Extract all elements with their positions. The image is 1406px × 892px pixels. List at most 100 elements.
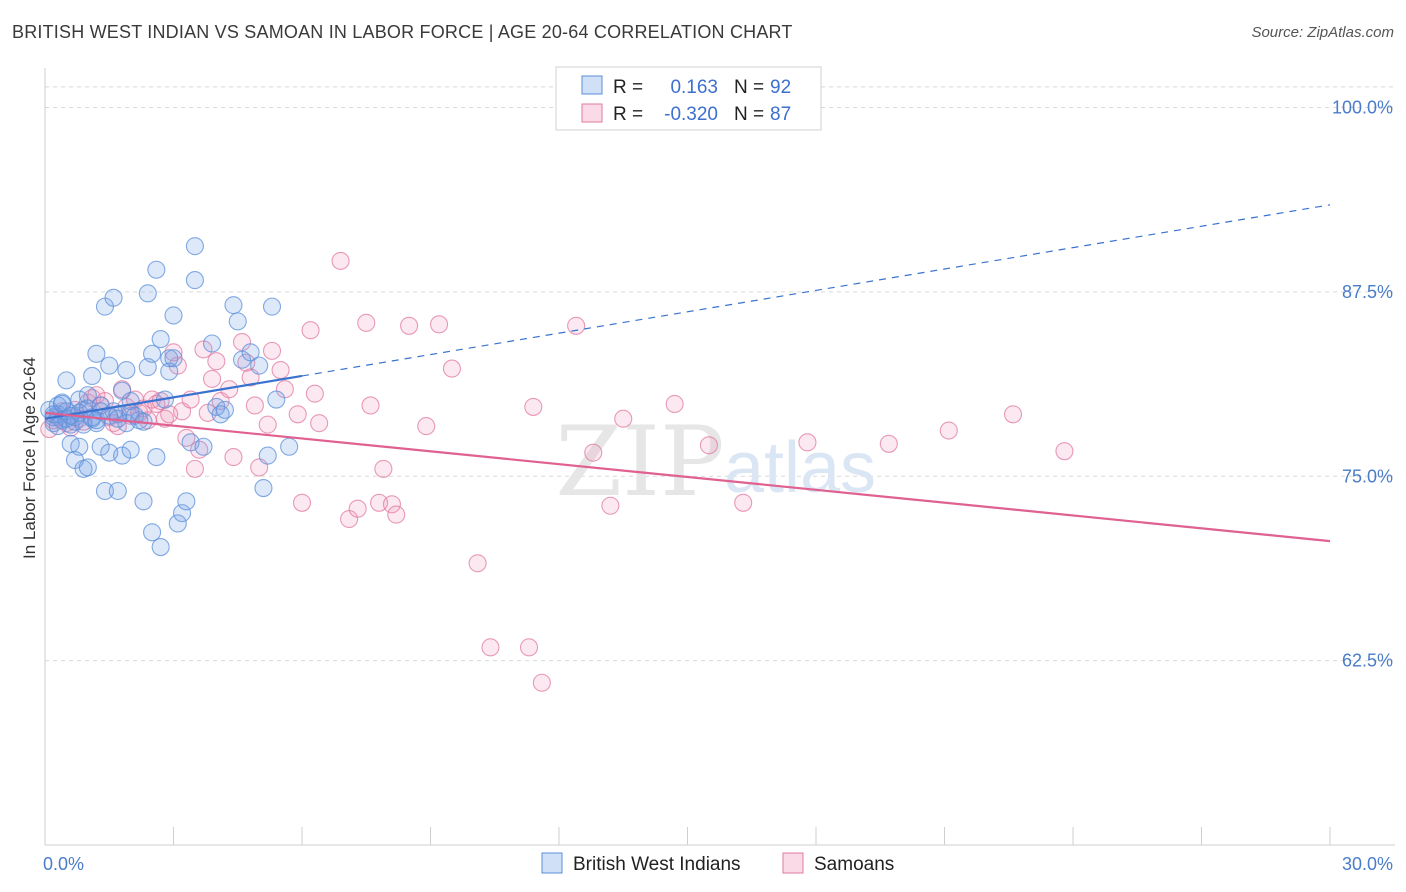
british-west-indian-point (100, 356, 119, 375)
british-west-indian-point (258, 446, 277, 465)
samoan-point (1003, 405, 1023, 424)
samoan-point (699, 436, 718, 455)
samoan-point (310, 414, 329, 433)
samoan-point (567, 316, 586, 335)
british-west-indian-point (177, 492, 196, 511)
trend-lines (44, 204, 1331, 543)
british-west-indian-point (280, 437, 299, 456)
legend-n-label-pink: N = (734, 104, 764, 125)
british-west-indians-points (40, 237, 299, 557)
british-west-indian-point (83, 366, 102, 386)
samoan-point (288, 405, 307, 424)
samoan-point (374, 459, 393, 478)
samoan-point (382, 495, 402, 514)
british-west-indian-point (160, 349, 179, 368)
correlation-legend: R = 0.163 N = 92 R = -0.320 N = 87 (555, 66, 822, 131)
series-legend-label-pink: Samoans (814, 854, 894, 875)
tick-labels: 62.5% 75.0% 87.5% 100.0% 0.0% 30.0% (43, 98, 1393, 875)
legend-n-label-blue: N = (734, 77, 764, 98)
british-west-indian-point (108, 481, 127, 501)
samoan-point (357, 313, 376, 332)
chart-title: BRITISH WEST INDIAN VS SAMOAN IN LABOR F… (12, 22, 793, 42)
y-tick-label: 62.5% (1342, 651, 1393, 671)
british-west-indian-point (70, 437, 89, 456)
british-west-indian-point (267, 390, 286, 409)
british-west-indian-point (134, 492, 153, 511)
samoan-point (262, 341, 282, 360)
legend-r-label-blue: R = (613, 77, 643, 98)
british-west-indian-point (104, 288, 123, 307)
samoan-point (292, 493, 312, 512)
samoan-point (1055, 442, 1074, 461)
samoan-point (207, 352, 226, 371)
x-tick-label: 0.0% (43, 854, 84, 874)
samoan-point (614, 409, 633, 428)
legend-r-value-pink: -0.320 (664, 104, 718, 125)
y-tick-label: 87.5% (1342, 282, 1393, 302)
british-west-indian-point (173, 504, 192, 523)
legend-swatch-pink (581, 103, 603, 123)
british-west-indian-point (151, 330, 170, 349)
british-west-indian-point (203, 334, 222, 353)
british-west-indian-point (147, 448, 166, 467)
samoan-point (271, 360, 290, 380)
british-west-indian-point (250, 356, 269, 375)
british-west-indian-point (121, 440, 140, 459)
legend-n-value-blue: 92 (770, 77, 791, 98)
samoan-point (519, 638, 539, 657)
axes (44, 68, 1395, 846)
y-axis-label: In Labor Force | Age 20-64 (20, 357, 39, 559)
british-west-indian-point (78, 386, 97, 405)
british-west-indian-point (185, 237, 204, 256)
samoan-point (601, 496, 620, 515)
samoan-point (939, 421, 958, 440)
samoan-point (348, 499, 367, 518)
samoan-point (442, 359, 461, 378)
samoan-point (301, 321, 320, 340)
british-west-indian-point (138, 284, 157, 303)
british-west-indian-point (168, 514, 187, 533)
samoan-point (665, 394, 684, 414)
british-west-indian-point (143, 523, 162, 542)
british-west-indian-point (147, 260, 166, 279)
samoan-point (417, 417, 436, 436)
x-tick-label: 30.0% (1342, 854, 1393, 874)
legend-n-value-pink: 87 (770, 104, 791, 125)
samoan-point (185, 459, 204, 478)
samoan-point (798, 433, 817, 452)
legend-swatch-blue (581, 75, 603, 95)
british-west-indian-point (215, 400, 234, 419)
samoan-point (331, 251, 350, 270)
british-west-indian-point (117, 360, 136, 380)
y-tick-label: 75.0% (1342, 466, 1393, 486)
series-legend-label-blue: British West Indians (573, 854, 741, 875)
samoan-point (203, 369, 222, 388)
samoan-point (879, 434, 898, 453)
legend-r-label-pink: R = (613, 104, 643, 125)
samoan-point (468, 554, 487, 573)
blue-trend-extension (301, 204, 1331, 377)
pink-trend-line (44, 411, 1331, 543)
british-west-indian-point (262, 297, 282, 316)
samoan-point (584, 443, 603, 462)
y-tick-label: 100.0% (1332, 98, 1393, 118)
samoan-point (481, 638, 500, 657)
source-label: Source: ZipAtlas.com (1251, 24, 1394, 41)
legend-box (555, 66, 822, 131)
british-west-indian-point (228, 312, 247, 331)
samoan-point (734, 493, 753, 512)
legend-r-value-blue: 0.163 (670, 77, 718, 98)
watermark-atlas: atlas (724, 428, 876, 508)
british-west-indian-point (151, 537, 170, 557)
samoan-point (532, 673, 551, 692)
british-west-indian-point (194, 437, 213, 456)
british-west-indian-point (78, 458, 97, 477)
british-west-indian-point (57, 371, 76, 390)
british-west-indian-point (254, 478, 273, 498)
british-west-indian-point (164, 349, 183, 368)
watermark: ZIP atlas (555, 406, 876, 518)
samoan-point (361, 396, 380, 415)
samoan-point (524, 397, 543, 416)
british-west-indian-point (185, 271, 204, 290)
